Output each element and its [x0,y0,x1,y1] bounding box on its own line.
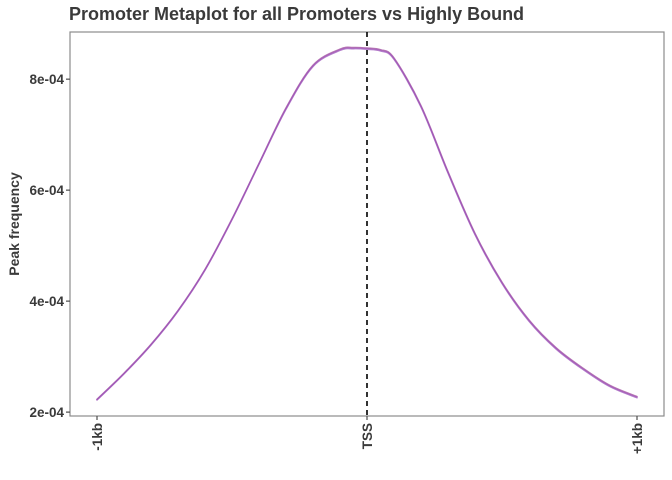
x-tick-label: -1kb [90,423,105,451]
plot-area: 2e-04 4e-04 6e-04 8e-04 -1kb TSS +1kb [29,31,665,454]
series-line-2 [96,47,638,401]
chart-title: Promoter Metaplot for all Promoters vs H… [69,4,524,24]
y-tick-label: 2e-04 [29,405,64,420]
x-tick-label: +1kb [630,423,645,454]
y-axis-title: Peak frequency [6,172,22,276]
y-tick-label: 6e-04 [29,183,64,198]
y-tick-label: 4e-04 [29,294,64,309]
y-tick-label: 8e-04 [29,72,64,87]
x-tick-label: TSS [360,423,375,449]
